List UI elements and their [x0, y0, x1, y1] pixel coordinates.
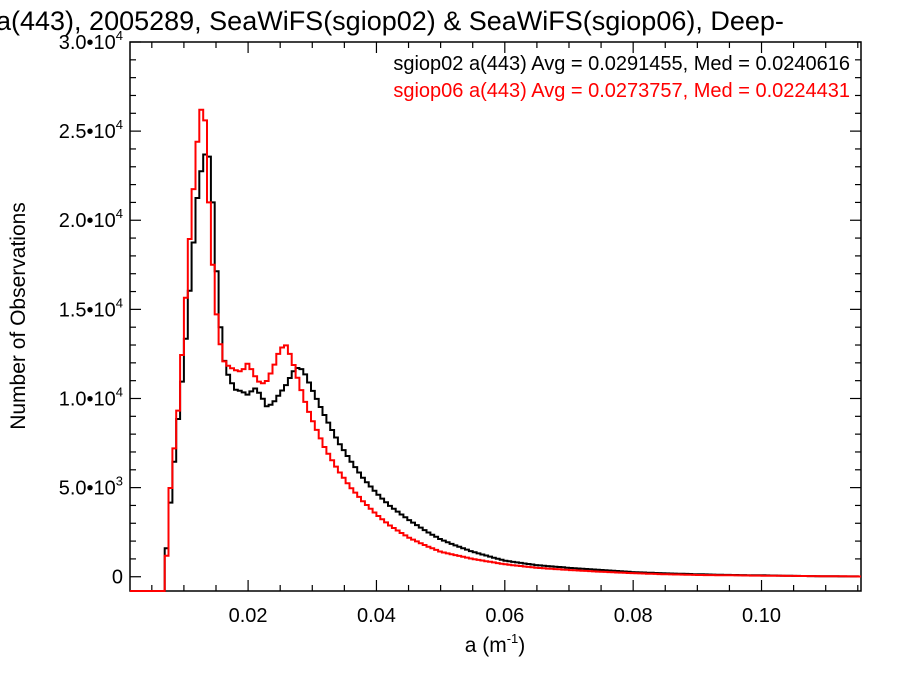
x-tick-label: 0.08 [614, 605, 653, 627]
x-tick-label: 0.02 [229, 605, 268, 627]
y-axis: 0 5.0•103 1.0•104 1.5•104 2.0•104 2.5•104 3.0•… [59, 28, 861, 589]
series-layer [130, 108, 861, 592]
chart-title: a(443), 2005289, SeaWiFS(sgiop02) & SeaW… [0, 6, 784, 36]
y-tick-label: 1.0•104 [59, 384, 123, 410]
legend-entry-sgiop02: sgiop02 a(443) Avg = 0.0291455, Med = 0.… [393, 53, 850, 75]
y-tick-label: 1.5•104 [59, 295, 123, 321]
x-axis-label: a (m-1) [465, 631, 526, 657]
series-1-line [130, 108, 861, 592]
y-tick-label: 3.0•104 [59, 28, 123, 54]
x-tick-label: 0.04 [357, 605, 396, 627]
x-axis-label-exponent: -1 [507, 631, 519, 646]
series-0-line [130, 153, 861, 592]
x-axis-label-close: ) [518, 634, 525, 657]
plot-frame [129, 41, 862, 592]
x-axis: 0.02 0.04 0.06 0.08 0.10 [151, 42, 859, 627]
y-tick-label: 2.0•104 [59, 206, 123, 232]
legend: sgiop02 a(443) Avg = 0.0291455, Med = 0.… [393, 53, 850, 102]
y-tick-label: 5.0•103 [59, 474, 123, 500]
y-axis-label: Number of Observations [7, 202, 30, 430]
y-tick-label: 2.5•104 [59, 117, 123, 143]
y-tick-label: 0 [112, 567, 123, 589]
x-axis-label-text: a (m [465, 634, 507, 657]
x-tick-label: 0.10 [742, 605, 781, 627]
x-tick-label: 0.06 [485, 605, 524, 627]
legend-entry-sgiop06: sgiop06 a(443) Avg = 0.0273757, Med = 0.… [393, 80, 850, 102]
